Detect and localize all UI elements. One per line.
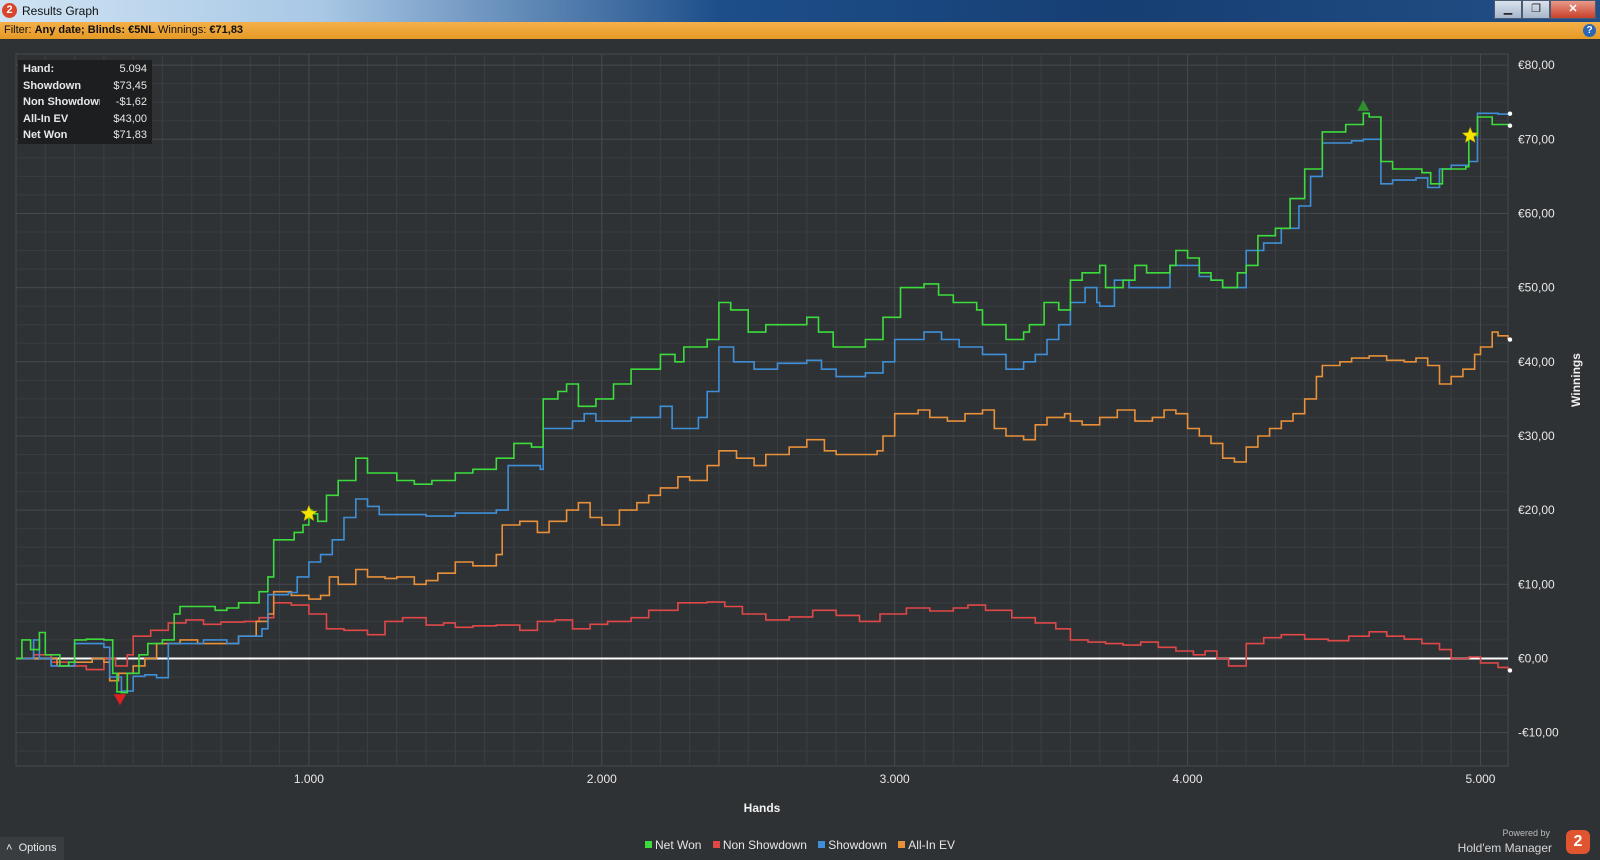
y-tick-label: €20,00 <box>1518 503 1555 517</box>
x-tick-label: 2.000 <box>587 772 617 786</box>
legend-item-non-showdown[interactable]: Non Showdown <box>712 838 807 852</box>
chart-grid <box>15 53 1509 767</box>
hm2-logo-icon: 2 <box>2 3 17 18</box>
window-title: Results Graph <box>22 4 99 18</box>
stat-row-non-showdown: Non Showdown -$1,62 <box>23 96 147 112</box>
y-tick-label: €40,00 <box>1518 355 1555 369</box>
legend-swatch <box>898 841 906 848</box>
title-bar: 2 Results Graph ▁ ❐ ✕ <box>0 0 1600 22</box>
filter-winnings-label: Winnings: <box>158 24 207 36</box>
y-tick-label: €50,00 <box>1518 281 1555 295</box>
y-tick-label: €80,00 <box>1518 58 1555 72</box>
series-line-net-won <box>16 112 1509 694</box>
legend-label: Non Showdown <box>722 838 807 852</box>
legend-label: Showdown <box>828 838 887 852</box>
powered-by-text: Powered by <box>1502 828 1550 838</box>
stat-row-allin-ev: All-In EV $43,00 <box>23 113 147 129</box>
results-chart: 1.000 2.000 3.000 4.000 5.000 €80,00 €70,00 €60… <box>15 53 1583 815</box>
x-tick-label: 4.000 <box>1173 772 1203 786</box>
series-end-dot <box>1507 337 1513 342</box>
options-label: Options <box>18 842 57 854</box>
series-end-dot <box>1507 668 1513 673</box>
axis-layer: 1.000 2.000 3.000 4.000 5.000 €80,00 €70,00 €60… <box>294 58 1583 815</box>
chevron-up-icon: ˄ <box>6 842 13 854</box>
y-axis-title: Winnings <box>1569 353 1583 407</box>
chart-legend: Net Won Non Showdown Showdown All-In EV <box>0 838 1600 852</box>
y-tick-label: €10,00 <box>1518 577 1555 591</box>
x-tick-label: 1.000 <box>294 772 324 786</box>
legend-label: All-In EV <box>908 838 955 852</box>
minimize-button[interactable]: ▁ <box>1494 0 1522 19</box>
filter-label: Filter: <box>4 24 32 36</box>
legend-item-showdown[interactable]: Showdown <box>818 838 887 852</box>
y-tick-label: €70,00 <box>1518 132 1555 146</box>
stat-label: Net Won <box>23 129 68 141</box>
x-axis-title: Hands <box>744 801 781 815</box>
stat-label: All-In EV <box>23 113 69 125</box>
legend-swatch <box>818 841 826 848</box>
y-tick-label: €0,00 <box>1518 651 1548 665</box>
legend-item-allin-ev[interactable]: All-In EV <box>898 838 955 852</box>
plot-frame <box>15 53 1509 767</box>
y-tick-label: €60,00 <box>1518 206 1555 220</box>
brand-block: Powered by Hold'em Manager 2 <box>1430 826 1590 858</box>
legend-swatch <box>645 841 653 848</box>
x-tick-label: 5.000 <box>1465 772 1495 786</box>
stat-value: $71,83 <box>113 129 147 141</box>
series-end-dot <box>1507 111 1513 116</box>
legend-item-net-won[interactable]: Net Won <box>645 838 701 852</box>
star-marker <box>300 505 318 521</box>
close-button[interactable]: ✕ <box>1550 0 1596 19</box>
stat-row-net-won: Net Won $71,83 <box>23 129 147 145</box>
stat-value: 5.094 <box>119 63 147 75</box>
filter-bar[interactable]: Filter: Any date; Blinds: €5NL Winnings:… <box>0 22 1600 39</box>
min-marker <box>113 694 126 706</box>
legend-label: Net Won <box>655 838 702 852</box>
legend-swatch <box>712 841 720 848</box>
star-marker <box>1461 126 1479 143</box>
hm2-brand-logo-icon: 2 <box>1566 830 1590 854</box>
stat-value: $73,45 <box>113 80 147 92</box>
stats-box: Hand: 5.094 Showdown $73,45 Non Showdown… <box>18 60 152 144</box>
stat-label: Showdown <box>23 80 82 92</box>
help-icon[interactable]: ? <box>1583 24 1596 37</box>
stat-row-showdown: Showdown $73,45 <box>23 80 147 96</box>
stat-value: $43,00 <box>113 113 147 125</box>
y-tick-label: €30,00 <box>1518 429 1555 443</box>
series-layer <box>16 111 1513 694</box>
filter-winnings-value: €71,83 <box>209 24 244 36</box>
series-line-all-in-ev <box>16 331 1509 682</box>
filter-text[interactable]: Filter: Any date; Blinds: €5NL Winnings:… <box>4 24 243 36</box>
stat-label: Non Showdown <box>23 96 100 108</box>
series-line-non-showdown <box>16 601 1509 671</box>
marker-layer <box>113 99 1479 706</box>
options-button[interactable]: ˄ Options <box>0 837 64 860</box>
y-tick-label: -€10,00 <box>1518 726 1559 740</box>
x-tick-label: 3.000 <box>880 772 910 786</box>
series-line-showdown <box>16 112 1509 692</box>
brand-name: Hold'em Manager <box>1457 841 1552 855</box>
stat-value: -$1,62 <box>115 96 147 108</box>
filter-date: Any date; <box>34 24 85 36</box>
window-controls: ▁ ❐ ✕ <box>1494 0 1596 19</box>
filter-blinds: Blinds: €5NL <box>87 24 155 36</box>
stat-row-hand: Hand: 5.094 <box>23 63 147 79</box>
stat-label: Hand: <box>23 63 55 75</box>
series-end-dot <box>1507 123 1513 128</box>
max-marker <box>1357 99 1370 111</box>
maximize-button[interactable]: ❐ <box>1522 0 1550 19</box>
